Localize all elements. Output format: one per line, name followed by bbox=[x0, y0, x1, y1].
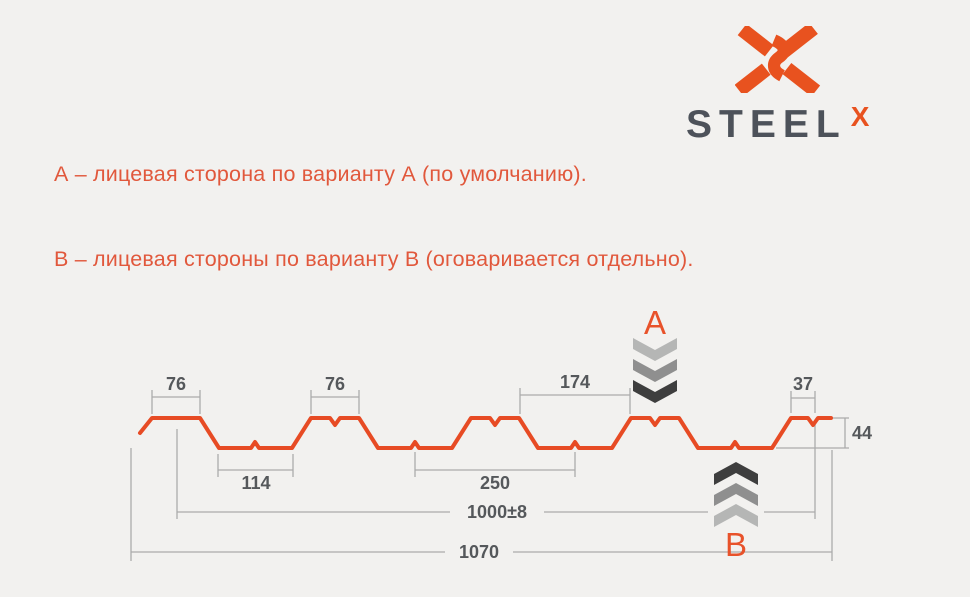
chevron-up-icon bbox=[714, 483, 758, 506]
dim-top-flange-mid: 76 bbox=[310, 374, 360, 414]
dim-label-76-mid: 76 bbox=[325, 374, 345, 394]
dim-overall-width: 1070 bbox=[130, 448, 833, 562]
brand-suffix: X bbox=[850, 101, 870, 132]
dim-label-76-left: 76 bbox=[166, 374, 186, 394]
face-a-label: А bbox=[644, 304, 666, 341]
dim-rib-opening: 174 bbox=[519, 372, 631, 414]
brand-wordmark: STEEL X bbox=[686, 101, 870, 147]
logo-arm-bottom-right bbox=[782, 62, 821, 93]
chevron-down-icon bbox=[633, 359, 677, 382]
dim-label-1070: 1070 bbox=[459, 542, 499, 562]
dim-cover-width: 1000±8 bbox=[176, 421, 816, 522]
logo-s-link bbox=[767, 34, 790, 82]
face-b-label: В bbox=[725, 526, 747, 563]
steelx-logo-icon bbox=[735, 26, 821, 93]
dim-top-flange-left: 76 bbox=[151, 374, 201, 414]
logo-x-weave bbox=[735, 26, 821, 93]
dim-label-37: 37 bbox=[793, 374, 813, 394]
logo-arm-top-left bbox=[737, 26, 774, 57]
dim-label-250: 250 bbox=[480, 473, 510, 493]
logo-arm-bottom-left bbox=[735, 63, 771, 93]
dim-edge-flange: 37 bbox=[790, 374, 816, 413]
dim-profile-height: 44 bbox=[776, 417, 872, 449]
face-a-marker: А bbox=[633, 304, 677, 403]
dim-rib-pitch: 250 bbox=[414, 452, 576, 493]
brand-name: STEEL bbox=[686, 103, 847, 146]
note-variant-a: А – лицевая сторона по варианту А (по ум… bbox=[54, 162, 587, 186]
profile-outline bbox=[138, 416, 833, 450]
chevron-up-icon bbox=[714, 462, 758, 485]
chevron-down-icon bbox=[633, 380, 677, 403]
chevron-up-icon bbox=[714, 504, 758, 527]
dim-label-114: 114 bbox=[241, 473, 270, 493]
chevron-down-icon bbox=[633, 338, 677, 361]
dim-label-174: 174 bbox=[560, 372, 590, 392]
dim-label-1000: 1000±8 bbox=[467, 502, 527, 522]
dim-label-44: 44 bbox=[852, 423, 872, 443]
dim-bottom-flange: 114 bbox=[217, 454, 294, 493]
note-variant-b: В – лицевая стороны по варианту В (огова… bbox=[54, 247, 694, 271]
face-b-marker: В bbox=[708, 456, 764, 563]
